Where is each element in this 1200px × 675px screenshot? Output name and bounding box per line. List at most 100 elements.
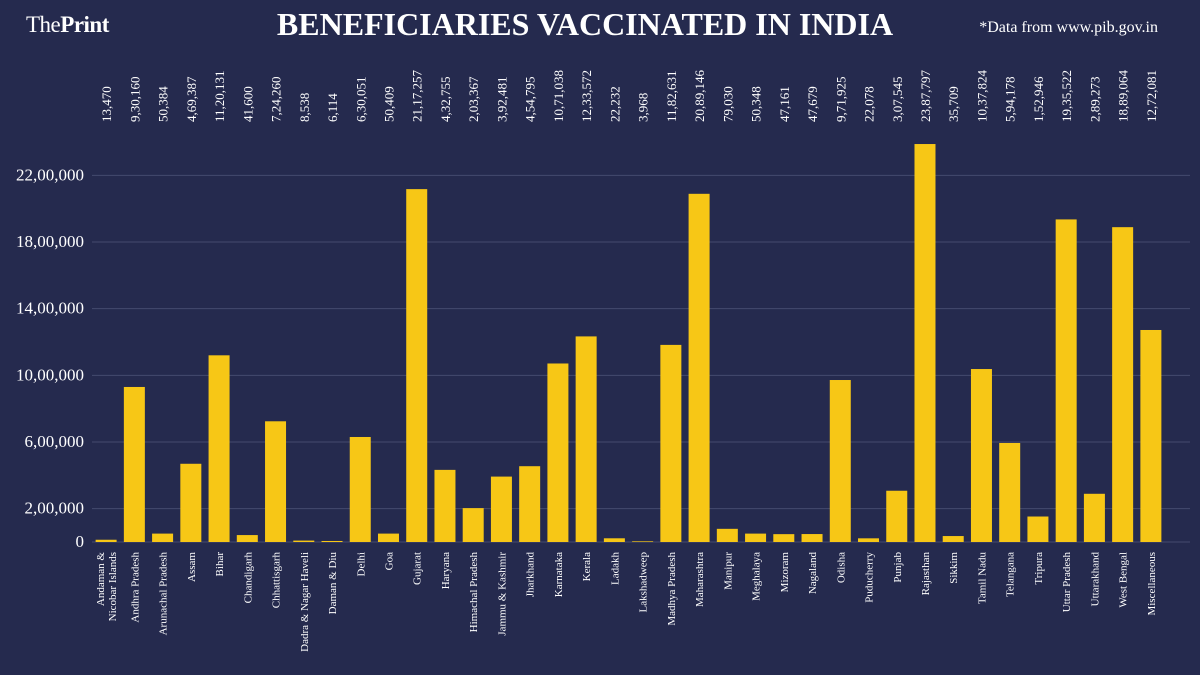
y-tick-label: 6,00,000 <box>25 432 85 451</box>
category-label: Jharkhand <box>525 552 537 598</box>
value-label: 13,470 <box>99 86 114 122</box>
category-label: Arunachal Pradesh <box>158 552 170 636</box>
bar-8 <box>293 540 315 542</box>
category-label: Punjab <box>892 552 904 583</box>
category-label: Gujarat <box>412 552 424 585</box>
bar-27 <box>829 380 851 542</box>
value-label: 2,89,273 <box>1087 77 1102 123</box>
bar-20 <box>632 541 654 542</box>
bar-16 <box>519 466 541 542</box>
bar-13 <box>434 469 456 542</box>
value-label: 10,37,824 <box>974 70 989 123</box>
category-label: Sikkim <box>948 552 960 584</box>
y-tick-label: 10,00,000 <box>16 365 84 384</box>
bar-6 <box>236 535 258 542</box>
category-label: Chandigarh <box>242 552 254 604</box>
value-label: 21,17,257 <box>410 70 425 123</box>
value-label: 8,538 <box>297 93 312 122</box>
bar-32 <box>970 369 992 542</box>
bar-29 <box>886 490 908 542</box>
category-label: Miscellaneous <box>1146 552 1158 616</box>
category-label: Andaman &Nicobar Islands <box>95 552 119 622</box>
bar-19 <box>603 538 625 542</box>
bar-3 <box>152 533 174 542</box>
bar-9 <box>321 540 343 542</box>
bar-4 <box>180 463 202 542</box>
category-label: Madhya Pradesh <box>666 552 678 626</box>
y-tick-label: 22,00,000 <box>16 165 84 184</box>
bar-10 <box>349 436 371 542</box>
value-label: 79,030 <box>720 86 735 122</box>
value-label: 3,07,545 <box>890 77 905 123</box>
bar-38 <box>1140 329 1162 542</box>
bar-25 <box>773 534 795 542</box>
value-label: 47,679 <box>805 86 820 122</box>
value-label: 1,52,946 <box>1031 76 1046 122</box>
category-label: Puducherry <box>864 552 876 603</box>
value-label: 11,82,631 <box>664 70 679 122</box>
value-label: 18,89,064 <box>1116 70 1131 123</box>
value-label: 12,33,572 <box>579 70 594 122</box>
bar-37 <box>1112 227 1134 542</box>
bar-2 <box>123 386 145 542</box>
value-label: 2,03,367 <box>466 76 481 122</box>
logo-text-the: The <box>26 12 61 37</box>
category-label: West Bengal <box>1118 552 1130 608</box>
category-label: Uttarakhand <box>1089 552 1101 607</box>
category-label: Manipur <box>722 552 734 590</box>
bar-7 <box>265 421 287 542</box>
bar-14 <box>462 508 484 542</box>
value-label: 41,600 <box>240 86 255 122</box>
value-label: 7,24,260 <box>269 77 284 123</box>
category-label: Meghalaya <box>751 552 763 601</box>
category-label: Jammu & Kashmir <box>496 552 508 636</box>
value-label: 6,30,051 <box>353 77 368 123</box>
value-label: 50,409 <box>381 86 396 122</box>
bar-1 <box>95 539 117 542</box>
value-label: 50,348 <box>749 86 764 122</box>
value-label: 23,87,797 <box>918 70 933 123</box>
category-label: Daman & Diu <box>327 552 339 615</box>
logo-text-print: Print <box>60 12 109 37</box>
value-label: 35,709 <box>946 86 961 122</box>
bar-35 <box>1055 219 1077 542</box>
category-label: Haryana <box>440 552 452 589</box>
value-label: 5,94,178 <box>1003 77 1018 123</box>
value-label: 4,54,795 <box>523 77 538 123</box>
value-label: 12,72,081 <box>1144 70 1159 122</box>
chart-title: BENEFICIARIES VACCINATED IN INDIA <box>276 6 894 42</box>
category-label: Tamil Nadu <box>976 552 988 605</box>
category-label: Assam <box>186 552 198 582</box>
bar-22 <box>688 193 710 542</box>
category-label: Andhra Pradesh <box>129 552 141 623</box>
value-label: 9,30,160 <box>127 77 142 123</box>
value-label: 11,20,131 <box>212 70 227 122</box>
value-label: 50,384 <box>156 86 171 122</box>
category-label: Goa <box>383 552 395 570</box>
category-label: Maharashtra <box>694 552 706 607</box>
category-label: Rajasthan <box>920 552 932 596</box>
value-label: 19,35,522 <box>1059 70 1074 122</box>
bar-23 <box>716 528 738 542</box>
bar-11 <box>377 533 399 542</box>
y-tick-label: 18,00,000 <box>16 232 84 251</box>
value-label: 22,232 <box>607 86 622 122</box>
bar-33 <box>999 442 1021 542</box>
bar-15 <box>490 476 512 542</box>
category-label: Kerala <box>581 552 593 581</box>
bar-5 <box>208 355 230 542</box>
category-label: Bihar <box>214 552 226 577</box>
category-label: Dadra & Nagar Haveli <box>299 552 311 652</box>
value-label: 4,69,387 <box>184 76 199 122</box>
category-label: Lakshadweep <box>638 552 650 613</box>
category-label: Uttar Pradesh <box>1061 552 1073 613</box>
value-label: 20,89,146 <box>692 70 707 123</box>
value-label: 3,968 <box>636 93 651 122</box>
bar-17 <box>547 363 569 542</box>
category-label: Himachal Pradesh <box>468 552 480 633</box>
bar-12 <box>406 189 428 542</box>
y-tick-label: 0 <box>76 532 85 551</box>
data-source-note: *Data from www.pib.gov.in <box>979 19 1158 36</box>
value-label: 9,71,925 <box>833 77 848 123</box>
